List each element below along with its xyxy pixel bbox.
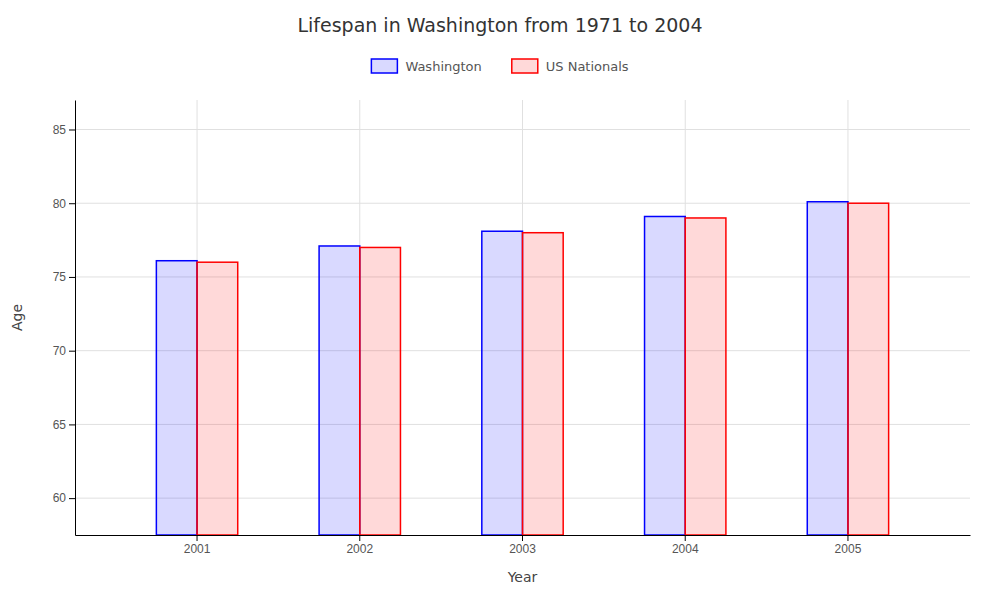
x-tick-label: 2003 [509, 542, 536, 556]
x-tick-label: 2005 [835, 542, 862, 556]
bar [848, 203, 889, 535]
y-tick-mark [69, 129, 75, 130]
grid [75, 100, 970, 535]
bar [807, 202, 848, 535]
y-tick: 60 [53, 491, 75, 505]
plot-area: 60 65 70 75 80 85 2001 2002 2003 2004 2005 [53, 100, 971, 556]
legend-label: Washington [405, 59, 481, 74]
bar [360, 247, 401, 535]
x-tick: 2002 [346, 535, 373, 556]
y-tick-mark [69, 424, 75, 425]
y-tick: 80 [53, 197, 75, 211]
x-tick-mark [359, 535, 360, 541]
x-tick-mark [522, 535, 523, 541]
y-axis-line [75, 101, 76, 536]
x-tick: 2004 [672, 535, 699, 556]
legend-swatch [371, 59, 397, 73]
y-tick: 65 [53, 418, 75, 432]
x-tick-mark [685, 535, 686, 541]
x-tick-mark [197, 535, 198, 541]
legend-item: Washington [371, 59, 481, 74]
y-tick-mark [69, 277, 75, 278]
y-tick-label: 70 [53, 344, 67, 358]
y-tick: 85 [53, 123, 75, 137]
y-tick: 75 [53, 270, 75, 284]
y-tick-mark [69, 351, 75, 352]
legend: Washington US Nationals [371, 59, 628, 74]
x-tick: 2001 [184, 535, 211, 556]
bar [156, 261, 197, 535]
x-tick-label: 2001 [184, 542, 211, 556]
legend-item: US Nationals [512, 59, 629, 74]
y-axis-title: Age [9, 304, 25, 331]
bar [523, 233, 564, 535]
bar [645, 216, 686, 535]
y-tick: 70 [53, 344, 75, 358]
bar [319, 246, 360, 535]
bar-series [156, 202, 848, 535]
bar [482, 231, 523, 535]
x-tick: 2003 [509, 535, 536, 556]
x-tick-label: 2002 [346, 542, 373, 556]
y-tick-mark [69, 203, 75, 204]
x-tick-label: 2004 [672, 542, 699, 556]
y-tick-label: 75 [53, 270, 67, 284]
y-tick-label: 60 [53, 491, 67, 505]
bar-series [197, 203, 889, 535]
y-tick-label: 65 [53, 418, 67, 432]
bars [156, 202, 888, 535]
x-tick: 2005 [835, 535, 862, 556]
title: Lifespan in Washington from 1971 to 2004 [297, 14, 702, 36]
x-axis: 2001 2002 2003 2004 2005 [76, 535, 971, 556]
bar [685, 218, 726, 535]
y-axis: 60 65 70 75 80 85 [53, 101, 76, 536]
y-tick-label: 80 [53, 197, 67, 211]
chart: 60 65 70 75 80 85 2001 2002 2003 2004 2005 Year Age L… [0, 0, 1000, 600]
x-axis-title: Year [507, 569, 538, 585]
y-tick-label: 85 [53, 123, 67, 137]
legend-label: US Nationals [546, 59, 629, 74]
x-tick-mark [847, 535, 848, 541]
y-tick-mark [69, 498, 75, 499]
bar [197, 262, 238, 535]
legend-swatch [512, 59, 538, 73]
